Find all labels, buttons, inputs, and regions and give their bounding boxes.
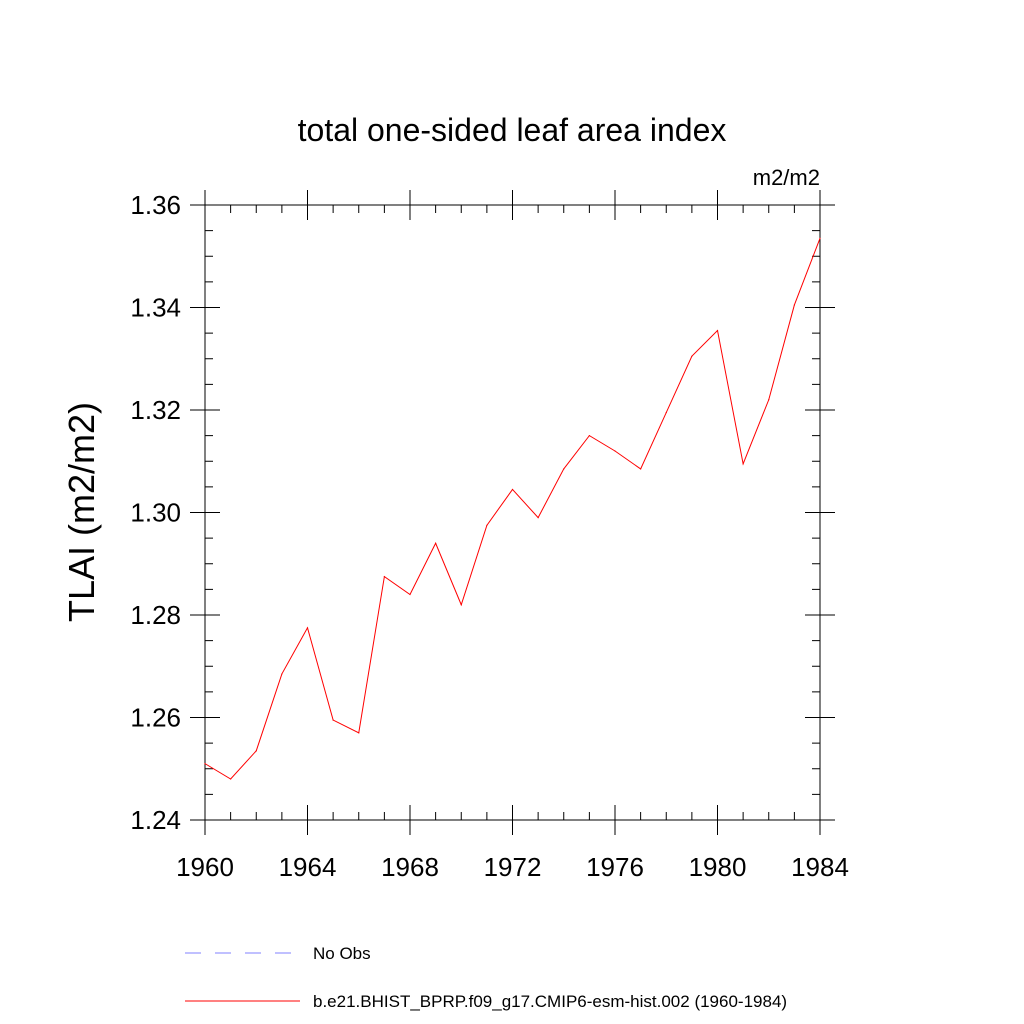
y-tick-label: 1.34 [130,293,181,323]
data-point [563,468,565,470]
data-point [409,593,411,596]
y-tick-label: 1.26 [130,703,181,733]
data-point [665,411,667,414]
data-point [435,542,437,544]
legend-label-model: b.e21.BHIST_BPRP.f09_g17.CMIP6-esm-hist.… [313,992,787,1011]
x-tick-label: 1968 [381,852,439,882]
data-point [511,488,514,491]
data-point [742,463,744,465]
y-tick-label: 1.24 [130,805,181,835]
x-tick-label: 1984 [791,852,849,882]
data-point [230,778,232,780]
y-axis-label: TLAI (m2/m2) [61,402,102,622]
data-point [819,237,821,239]
data-point [691,355,693,357]
units-label: m2/m2 [753,165,820,190]
data-point [793,304,795,306]
data-point [255,750,257,752]
y-tick-label: 1.30 [130,498,181,528]
data-point [332,719,334,721]
series-line-model [204,238,821,780]
data-point [306,627,309,629]
data-point [588,435,590,437]
y-tick-label: 1.36 [130,190,181,220]
data-point [460,604,462,606]
y-tick-label: 1.32 [130,395,181,425]
legend-label-no-obs: No Obs [313,944,371,963]
y-tick-label: 1.28 [130,600,181,630]
data-point [204,763,206,765]
x-tick-label: 1972 [484,852,542,882]
data-point [768,399,770,401]
x-tick-label: 1964 [279,852,337,882]
data-point [486,524,488,526]
legend: No Obs b.e21.BHIST_BPRP.f09_g17.CMIP6-es… [185,944,787,1011]
data-point [383,575,385,578]
x-tick-label: 1960 [176,852,234,882]
x-tick-label: 1980 [689,852,747,882]
data-point [640,468,642,470]
data-point [281,673,283,675]
data-point [716,329,719,332]
chart-title: total one-sided leaf area index [298,112,727,148]
data-point [614,450,616,452]
x-tick-label: 1976 [586,852,644,882]
plot-frame [204,204,821,821]
data-point [537,517,539,519]
data-point [358,732,360,734]
